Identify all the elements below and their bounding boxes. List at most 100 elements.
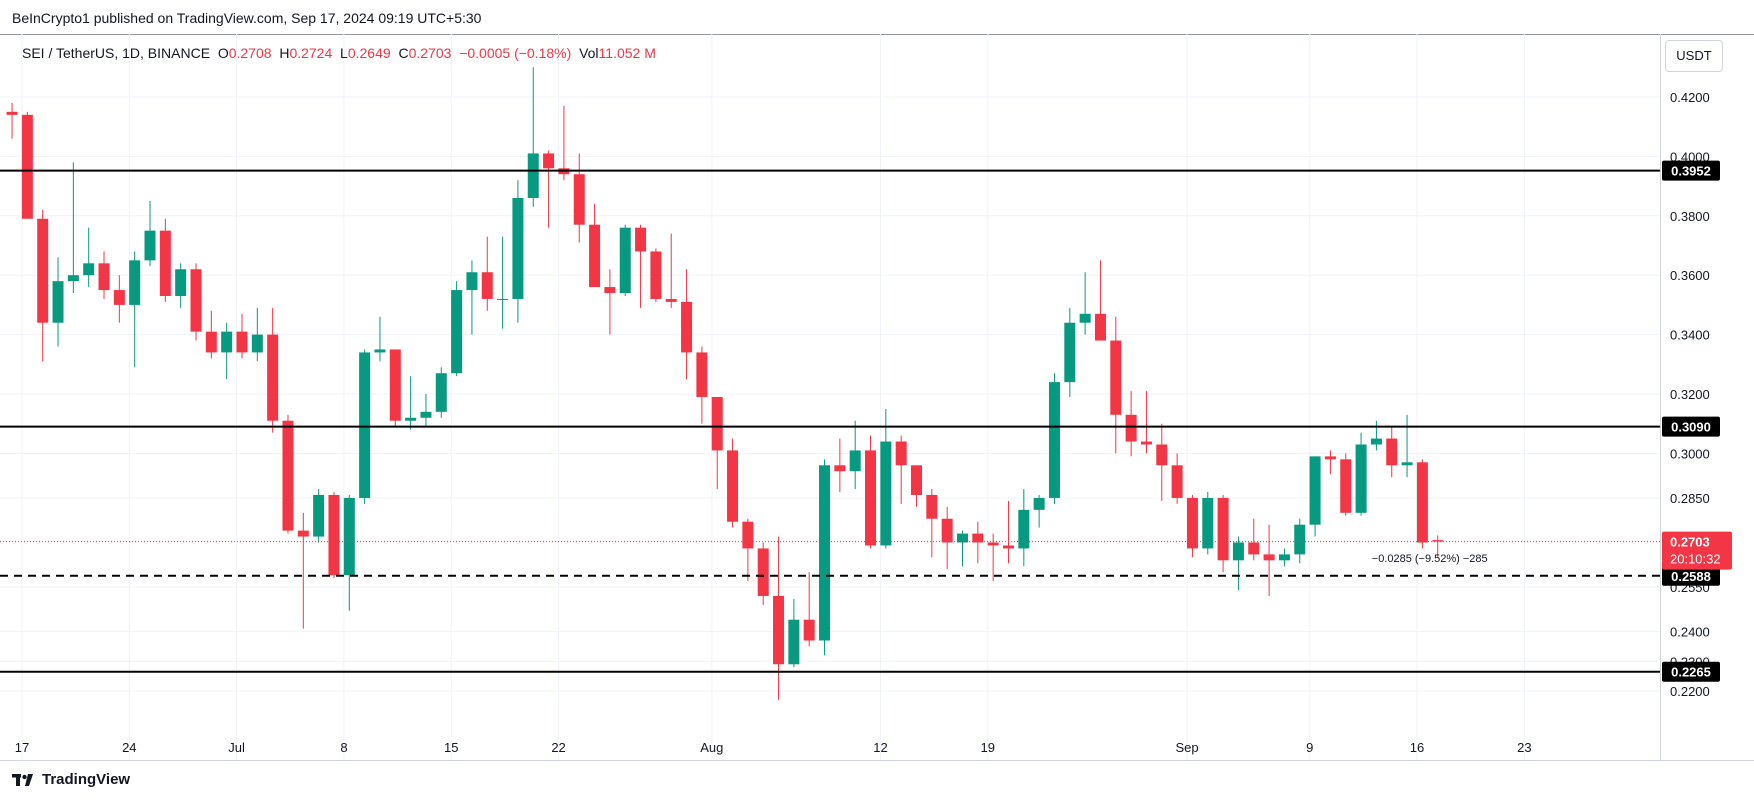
candle-body-up[interactable] bbox=[849, 450, 861, 472]
candle-body-up[interactable] bbox=[527, 153, 539, 198]
candle-body-down[interactable] bbox=[1217, 497, 1229, 561]
candle-body-down[interactable] bbox=[1156, 444, 1168, 466]
candle-body-down[interactable] bbox=[543, 153, 555, 169]
candle-body-down[interactable] bbox=[865, 450, 877, 546]
candle-body-up[interactable] bbox=[1064, 322, 1076, 383]
candle-body-down[interactable] bbox=[1110, 340, 1122, 415]
candle-body-down[interactable] bbox=[604, 287, 616, 294]
candle-body-down[interactable] bbox=[803, 619, 815, 641]
candle-body-down[interactable] bbox=[681, 301, 693, 353]
candle-body-up[interactable] bbox=[1355, 444, 1367, 513]
candle-body-up[interactable] bbox=[956, 533, 968, 543]
candle-body-up[interactable] bbox=[1232, 542, 1244, 561]
candle-body-down[interactable] bbox=[1432, 540, 1444, 542]
candle-body-down[interactable] bbox=[98, 263, 110, 291]
candle-body-up[interactable] bbox=[1401, 462, 1413, 466]
candle-body-up[interactable] bbox=[343, 497, 355, 576]
candle-body-up[interactable] bbox=[1370, 438, 1382, 445]
candle-body-down[interactable] bbox=[1340, 459, 1352, 513]
tradingview-logo[interactable]: TradingView bbox=[12, 771, 130, 788]
candle-body-down[interactable] bbox=[389, 349, 401, 421]
candle-body-down[interactable] bbox=[159, 230, 171, 296]
candle-body-up[interactable] bbox=[313, 494, 325, 537]
candle-body-down[interactable] bbox=[1002, 545, 1014, 549]
candle-body-down[interactable] bbox=[113, 290, 125, 305]
candle-body-down[interactable] bbox=[727, 450, 739, 522]
candle-body-up[interactable] bbox=[144, 230, 156, 261]
candle-body-up[interactable] bbox=[1048, 382, 1060, 498]
candle-body-down[interactable] bbox=[696, 352, 708, 397]
candle-body-up[interactable] bbox=[420, 411, 432, 418]
candle-body-up[interactable] bbox=[1309, 456, 1321, 525]
candle-body-down[interactable] bbox=[1094, 313, 1106, 341]
candle-body-up[interactable] bbox=[251, 334, 263, 353]
candle-body-up[interactable] bbox=[880, 441, 892, 546]
candle-body-up[interactable] bbox=[1294, 524, 1306, 555]
candle-body-down[interactable] bbox=[205, 331, 217, 353]
candle-body-down[interactable] bbox=[1248, 542, 1260, 555]
candle-body-up[interactable] bbox=[374, 349, 386, 353]
candle-body-down[interactable] bbox=[650, 251, 662, 299]
candle-body-down[interactable] bbox=[236, 331, 248, 353]
candle-body-up[interactable] bbox=[512, 197, 524, 299]
candle-body-down[interactable] bbox=[742, 521, 754, 549]
candle-body-down[interactable] bbox=[911, 465, 923, 495]
time-scale-divider bbox=[0, 760, 1754, 761]
candle-body-up[interactable] bbox=[221, 331, 233, 353]
candle-body-up[interactable] bbox=[1202, 497, 1214, 549]
candle-body-down[interactable] bbox=[6, 111, 18, 115]
candle-body-up[interactable] bbox=[819, 465, 831, 641]
candle-body-up[interactable] bbox=[1278, 554, 1290, 561]
candle-body-down[interactable] bbox=[21, 114, 33, 219]
candle-body-down[interactable] bbox=[297, 530, 309, 537]
candle-body-up[interactable] bbox=[83, 263, 95, 276]
candle-body-down[interactable] bbox=[972, 533, 984, 543]
candle-body-down[interactable] bbox=[1125, 414, 1137, 442]
candle-body-up[interactable] bbox=[1033, 497, 1045, 510]
candle-body-down[interactable] bbox=[190, 269, 202, 332]
candle-body-down[interactable] bbox=[926, 494, 938, 519]
candle-body-down[interactable] bbox=[987, 542, 999, 546]
currency-unit-button[interactable]: USDT bbox=[1665, 40, 1723, 72]
candle-body-up[interactable] bbox=[466, 272, 478, 291]
candle-body-up[interactable] bbox=[129, 260, 141, 305]
candle-body-down[interactable] bbox=[481, 272, 493, 299]
candle-body-down[interactable] bbox=[328, 494, 340, 576]
candle-body-down[interactable] bbox=[573, 174, 585, 225]
symbol-label[interactable]: SEI / TetherUS, 1D, BINANCE bbox=[22, 45, 211, 61]
price-axis-label: 0.2200 bbox=[1670, 684, 1710, 699]
candle-body-down[interactable] bbox=[1416, 462, 1428, 543]
candle-body-up[interactable] bbox=[405, 417, 417, 421]
candle-body-down[interactable] bbox=[773, 595, 785, 665]
candle-body-down[interactable] bbox=[1186, 497, 1198, 549]
candle-body-down[interactable] bbox=[589, 224, 601, 288]
candle-body-up[interactable] bbox=[788, 619, 800, 665]
candle-body-down[interactable] bbox=[37, 218, 49, 323]
candle-body-down[interactable] bbox=[1386, 438, 1398, 466]
candle-body-down[interactable] bbox=[941, 518, 953, 543]
candle-body-up[interactable] bbox=[497, 298, 509, 300]
candle-body-down[interactable] bbox=[1171, 465, 1183, 498]
candle-body-down[interactable] bbox=[895, 441, 907, 466]
candle-body-down[interactable] bbox=[757, 548, 769, 596]
candle-body-up[interactable] bbox=[359, 352, 371, 498]
candle-body-up[interactable] bbox=[1079, 313, 1091, 323]
candle-body-down[interactable] bbox=[711, 396, 723, 451]
candle-body-up[interactable] bbox=[619, 227, 631, 294]
candle-body-up[interactable] bbox=[1018, 509, 1030, 549]
level-price-badge bbox=[1662, 416, 1720, 437]
candle-body-down[interactable] bbox=[282, 420, 294, 531]
candle-body-down[interactable] bbox=[267, 334, 279, 421]
candle-body-down[interactable] bbox=[1140, 441, 1152, 445]
candle-body-up[interactable] bbox=[67, 275, 79, 282]
candle-body-up[interactable] bbox=[435, 373, 447, 412]
candle-body-up[interactable] bbox=[451, 290, 463, 374]
candle-body-up[interactable] bbox=[175, 269, 187, 296]
candle-body-down[interactable] bbox=[1263, 554, 1275, 561]
price-chart[interactable]: −0.0285 (−9.52%) −2850.22000.23000.24000… bbox=[0, 34, 1754, 760]
candle-body-down[interactable] bbox=[635, 227, 647, 252]
candle-body-down[interactable] bbox=[834, 465, 846, 472]
candle-body-down[interactable] bbox=[1324, 456, 1336, 460]
candle-body-down[interactable] bbox=[665, 298, 677, 302]
candle-body-up[interactable] bbox=[52, 281, 64, 323]
